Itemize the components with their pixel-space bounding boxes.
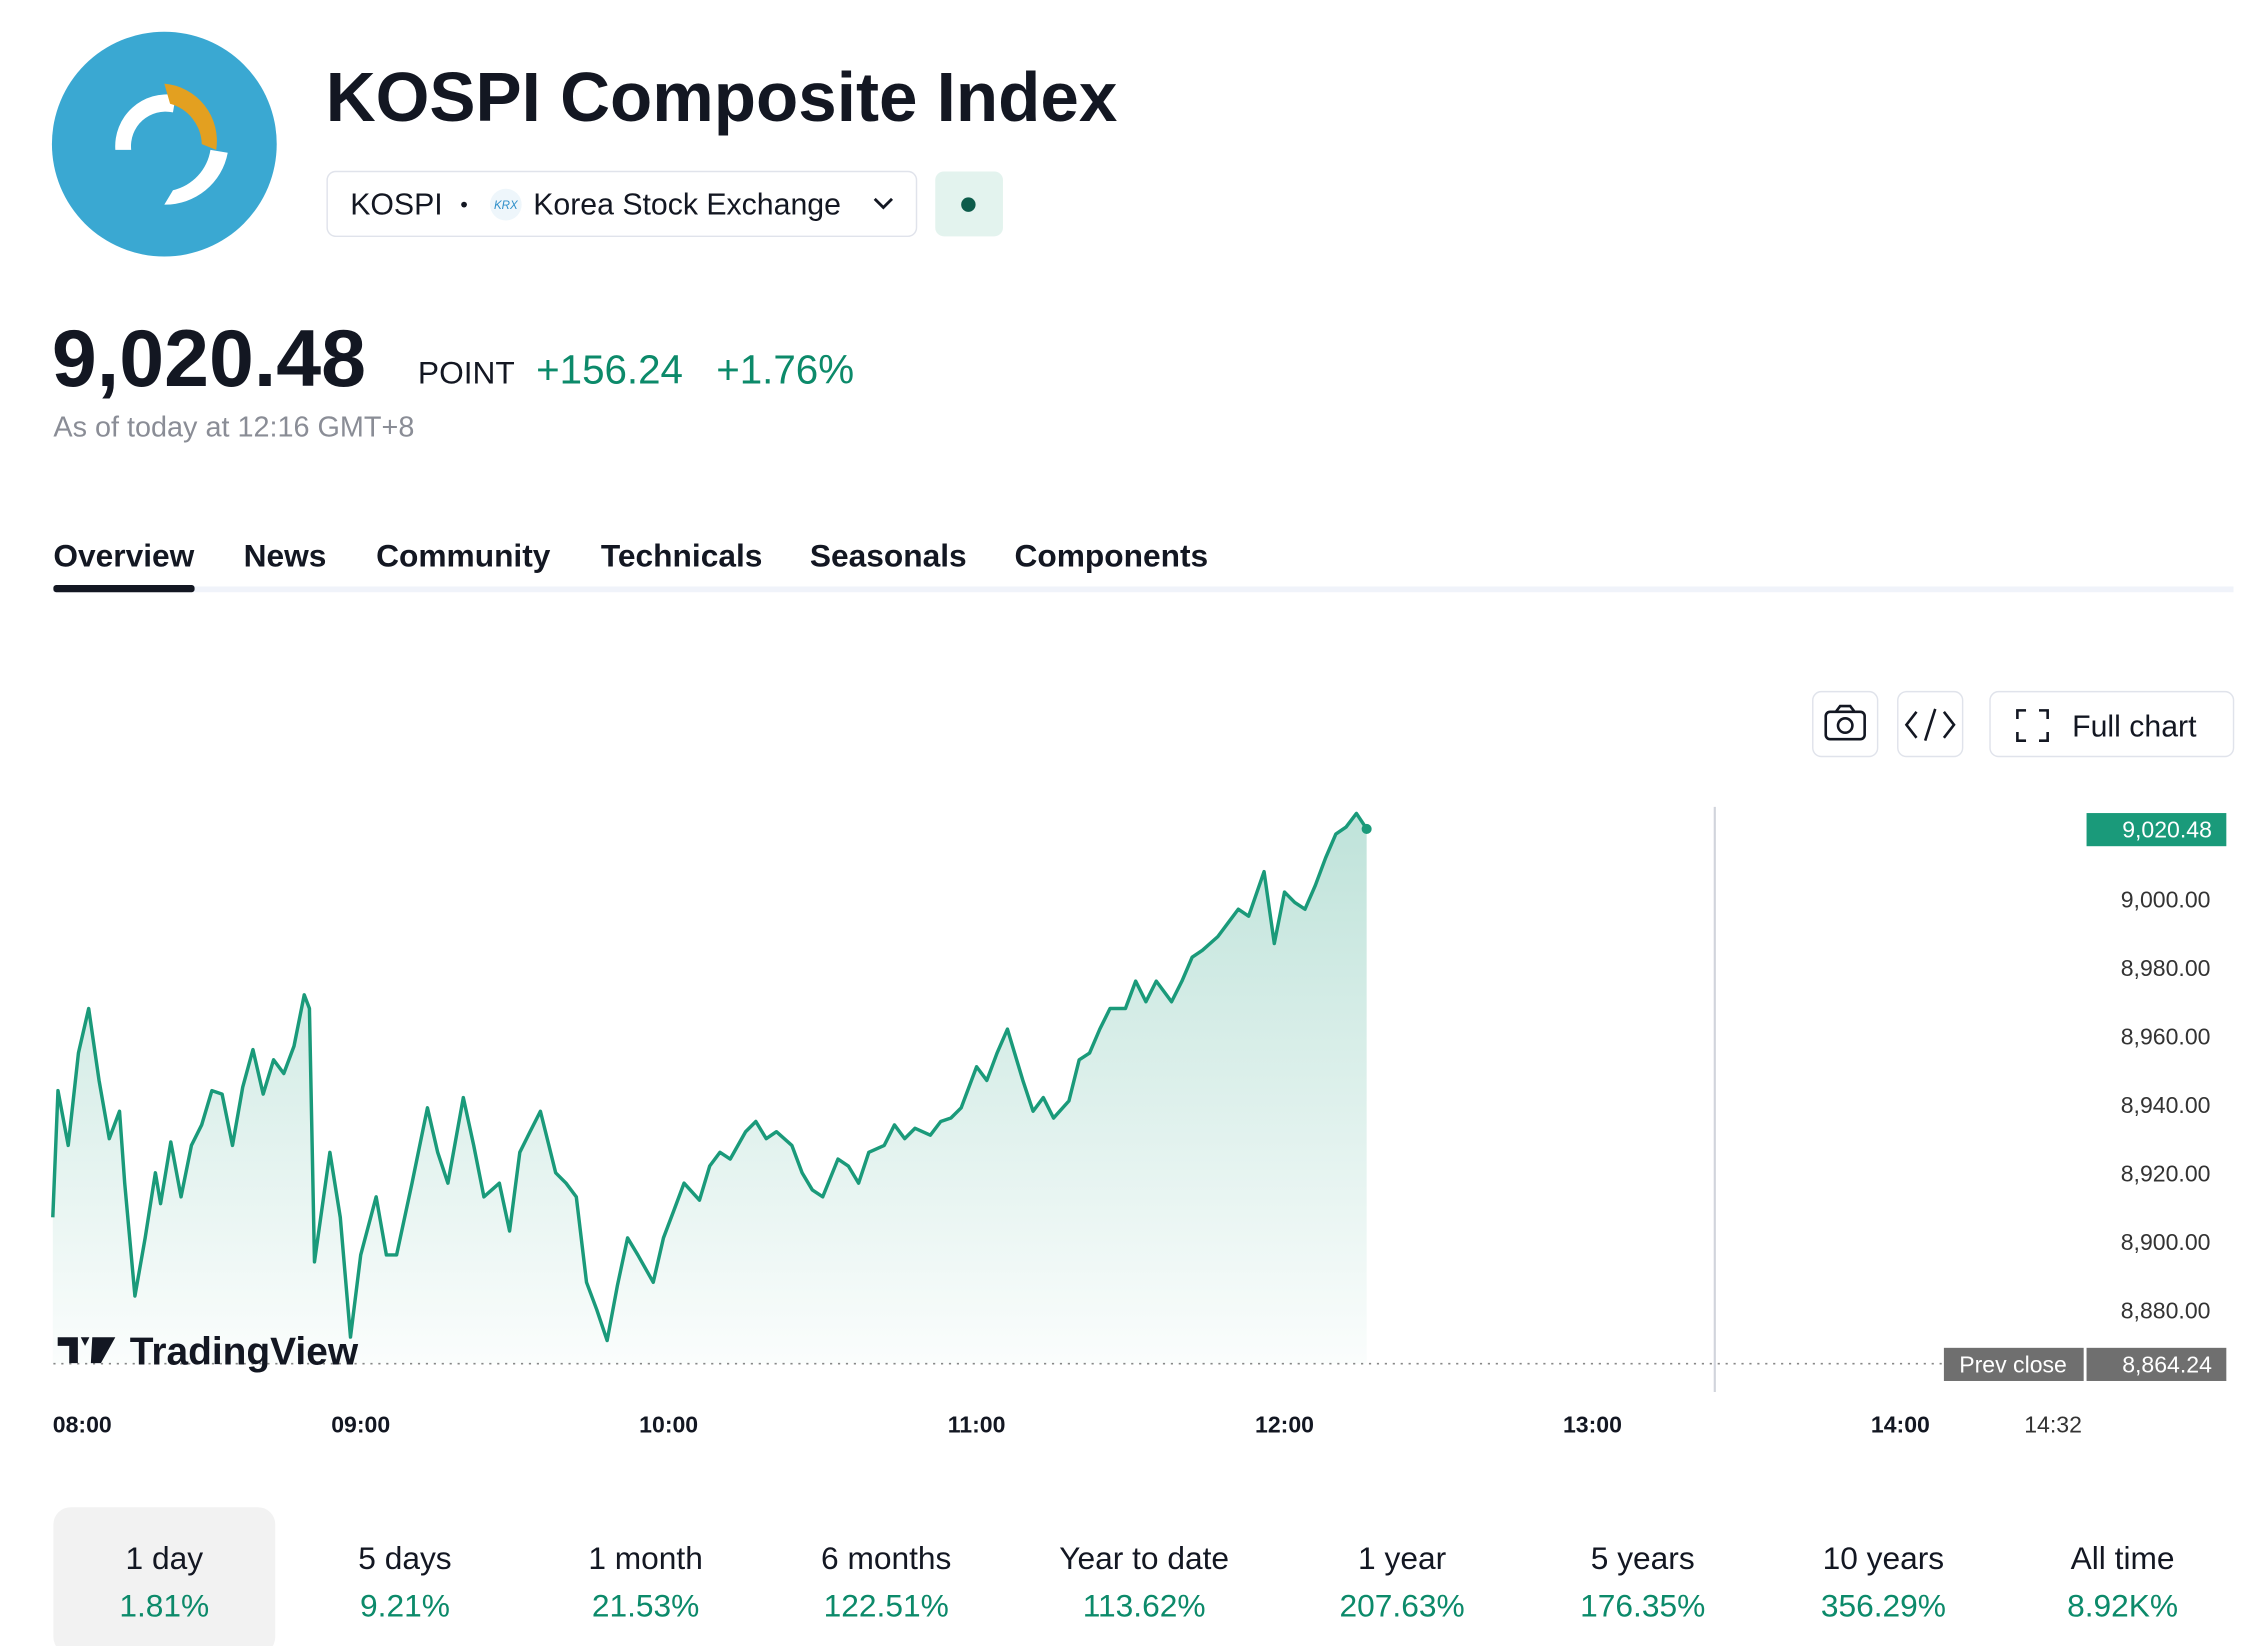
full-chart-button[interactable]: [1989, 690, 2235, 758]
snapshot-button[interactable]: [1812, 690, 1879, 758]
as-of: As of today at 12:16 GMT+8: [53, 412, 414, 444]
tab[interactable]: Community: [376, 537, 551, 573]
period-label[interactable]: 5 days: [358, 1540, 451, 1576]
x-range-end-label: 14:32: [2024, 1411, 2082, 1437]
last-price-label: 9,020.48: [2122, 817, 2212, 843]
tab-rail: [53, 586, 2234, 593]
prev-close-label: Prev close: [1959, 1351, 2067, 1377]
tab[interactable]: Seasonals: [810, 537, 967, 573]
y-tick-label: 9,000.00: [2121, 887, 2211, 913]
area: [52, 813, 1367, 1364]
tab[interactable]: Components: [1014, 537, 1208, 573]
last-price-tag: [2086, 813, 2227, 847]
y-tick-label: 8,920.00: [2121, 1160, 2211, 1186]
fullscreen-icon: [2016, 709, 2049, 742]
code-icon: [1904, 708, 1956, 742]
ticker: KOSPI: [350, 189, 442, 222]
title: KOSPI Composite Index: [326, 58, 1118, 136]
period-label[interactable]: 6 months: [821, 1540, 951, 1576]
exchange-logo: [489, 188, 522, 221]
y-tick-label: 8,980.00: [2121, 955, 2211, 981]
prev-close-value: 8,864.24: [2122, 1351, 2212, 1377]
x-tick-label: 13:00: [1563, 1411, 1622, 1437]
period-label[interactable]: 1 day: [126, 1540, 204, 1576]
x-tick-label: 11:00: [948, 1411, 1006, 1437]
x-tick-label: 09:00: [331, 1411, 390, 1437]
index-logo: [51, 31, 277, 257]
period-change: 8.92K%: [2067, 1588, 2178, 1624]
period-change: 1.81%: [119, 1588, 209, 1624]
x-tick-label: 12:00: [1255, 1411, 1314, 1437]
period-label[interactable]: Year to date: [1059, 1540, 1229, 1576]
watermark: TradingView: [130, 1331, 359, 1374]
market-status-dot: [961, 197, 976, 212]
x-tick-label: 08:00: [53, 1411, 112, 1437]
y-tick-label: 8,960.00: [2121, 1024, 2211, 1050]
y-tick-label: 8,940.00: [2121, 1092, 2211, 1118]
exchange-selector[interactable]: [326, 170, 918, 238]
tab-underline: [53, 585, 195, 593]
period-change: 113.62%: [1083, 1588, 1206, 1624]
period-change: 176.35%: [1580, 1588, 1705, 1624]
period-label[interactable]: 5 years: [1591, 1540, 1695, 1576]
period-change: 207.63%: [1340, 1588, 1465, 1624]
tab-bar: Overview News Community Technicals Seasonals…: [53, 537, 2234, 593]
tab[interactable]: News: [244, 537, 327, 573]
tab[interactable]: Overview: [53, 537, 194, 573]
y-tick-label: 8,900.00: [2121, 1229, 2211, 1255]
dropdown-chevron: [873, 197, 894, 210]
period-label[interactable]: 1 month: [588, 1540, 703, 1576]
y-tick-label: 8,880.00: [2121, 1297, 2211, 1323]
period-change: 21.53%: [592, 1588, 699, 1624]
exchange-logo-text: KRX: [494, 200, 519, 212]
watermark-logo: [57, 1337, 116, 1364]
price: 9,020.48: [52, 314, 366, 404]
period-label[interactable]: 1 year: [1358, 1540, 1447, 1576]
x-tick-label: 14:00: [1871, 1411, 1930, 1437]
full-chart-label: Full chart: [2072, 710, 2197, 743]
prev-close-tag: [1943, 1347, 2084, 1381]
prev-close-value-tag: [2086, 1347, 2227, 1381]
change-percent: +1.76%: [716, 346, 854, 392]
exchange-name: Korea Stock Exchange: [533, 189, 841, 222]
camera-icon: [1824, 704, 1866, 741]
chart: 8,880.00 8,900.00 8,920.00 8,940.00 8,960.00…: [51, 806, 2227, 1437]
last-point: [1361, 823, 1372, 834]
price-unit: POINT: [418, 354, 515, 390]
period-change: 122.51%: [824, 1588, 949, 1624]
period-bar: 1 day 1.81% 5 days 9.21% 1 month 21.53% 6 mont…: [53, 1507, 2178, 1646]
x-tick-label: 10:00: [639, 1411, 698, 1437]
period-change: 356.29%: [1821, 1588, 1946, 1624]
separator-dot: [461, 201, 467, 208]
period-label[interactable]: 10 years: [1823, 1540, 1945, 1576]
period-label[interactable]: All time: [2071, 1540, 2175, 1576]
tab[interactable]: Technicals: [601, 537, 762, 573]
price-line: [51, 811, 1369, 1343]
period-change: 9.21%: [360, 1588, 450, 1624]
change: +156.24: [536, 346, 683, 392]
period-selected-bg: [53, 1507, 276, 1646]
